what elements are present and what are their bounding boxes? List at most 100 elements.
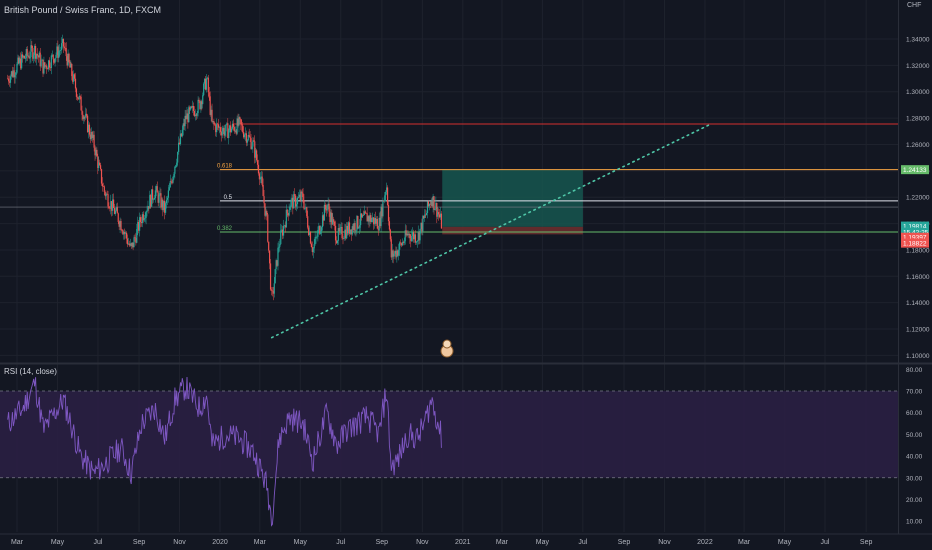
price-tick-label: 1.30000: [906, 89, 930, 96]
candle-body: [418, 231, 420, 241]
time-tick-label: 2020: [212, 539, 228, 546]
candle-body: [329, 211, 331, 223]
price-tick-label: 1.12000: [906, 327, 930, 334]
candle-body: [435, 202, 437, 210]
time-tick-label: Jul: [578, 539, 587, 546]
candle-body: [238, 117, 240, 126]
fib-level-label: 0.382: [217, 226, 233, 232]
candle-body: [388, 221, 391, 230]
candle-body: [278, 246, 280, 248]
candle-body: [262, 185, 264, 197]
candle-body: [201, 101, 203, 105]
candle-body: [438, 214, 441, 218]
candle-body: [57, 46, 59, 58]
candle-body: [267, 214, 269, 242]
candle-body: [27, 55, 29, 57]
candle-body: [93, 134, 95, 148]
candle-body: [413, 234, 416, 240]
trendline[interactable]: [270, 123, 712, 339]
candle-body: [438, 212, 440, 215]
time-tick-label: Jul: [336, 539, 345, 546]
candle-body: [151, 189, 154, 200]
candle-body: [320, 231, 322, 234]
candle-body: [290, 200, 292, 207]
stop-zone[interactable]: [442, 226, 583, 235]
candle-body: [217, 124, 220, 128]
candle-body: [313, 244, 315, 249]
candle-body: [308, 227, 310, 236]
candle-body: [148, 206, 150, 209]
candle-body: [291, 197, 293, 201]
candle-body: [339, 227, 341, 232]
candle-body: [341, 226, 343, 239]
candle-body: [333, 219, 335, 222]
candle-body: [163, 200, 165, 211]
candle-body: [160, 193, 162, 208]
candle-body: [153, 198, 156, 200]
time-tick-label: Mar: [254, 539, 267, 546]
candle-body: [365, 212, 367, 214]
candle-body: [350, 229, 352, 235]
candle-body: [204, 78, 206, 84]
candle-body: [85, 113, 87, 118]
candle-body: [271, 290, 274, 292]
candle-body: [106, 193, 108, 195]
candle-body: [240, 119, 242, 125]
price-tick-label: 1.26000: [906, 142, 930, 149]
candle-body: [129, 243, 131, 246]
candle-body: [309, 231, 312, 244]
symbol-title[interactable]: British Pound / Swiss Franc, 1D, FXCM: [4, 5, 162, 15]
rsi-pane: [0, 376, 898, 527]
candle-body: [279, 244, 281, 247]
candle-body: [99, 165, 102, 170]
trendline-path[interactable]: [270, 123, 712, 339]
candle-body: [312, 248, 314, 253]
candle-body: [199, 101, 201, 109]
candle-body: [197, 99, 199, 114]
profit-zone[interactable]: [442, 169, 583, 227]
price-tick-label: 1.28000: [906, 116, 930, 123]
candle-body: [380, 206, 382, 227]
rsi-title[interactable]: RSI (14, close): [4, 367, 57, 376]
candle-body: [378, 217, 380, 231]
candle-body: [412, 232, 414, 236]
rsi-tick-label: 80.00: [906, 367, 923, 374]
candle-body: [295, 204, 298, 207]
candle-body: [311, 247, 313, 253]
candle-body: [395, 250, 397, 258]
candle-body: [142, 214, 144, 221]
candle-body: [98, 162, 100, 168]
candle-body: [425, 213, 428, 216]
price-tag: [901, 221, 929, 231]
candle-body: [268, 241, 270, 251]
candle-body: [40, 60, 42, 67]
candle-body: [58, 50, 60, 58]
candle-body: [167, 190, 169, 198]
candle-body: [64, 47, 66, 49]
candle-body: [161, 199, 163, 208]
time-tick-label: Nov: [658, 539, 671, 546]
event-marker[interactable]: [440, 339, 454, 358]
candle-body: [396, 250, 398, 258]
candle-body: [368, 216, 370, 222]
candle-body: [125, 232, 127, 234]
time-tick-label: Sep: [860, 539, 873, 546]
candle-body: [266, 211, 268, 215]
candle-body: [307, 216, 309, 228]
candle-body: [231, 123, 234, 129]
candle-body: [193, 111, 195, 117]
price-tick-label: 1.34000: [906, 37, 930, 44]
candle-body: [256, 160, 259, 165]
rsi-line: [7, 376, 442, 527]
candle-body: [422, 216, 424, 232]
candle-body: [403, 241, 405, 244]
candle-body: [242, 125, 244, 132]
candle-body: [373, 217, 375, 225]
candle-body: [169, 181, 171, 188]
candle-body: [277, 247, 279, 266]
candle-body: [287, 213, 289, 216]
candle-body: [436, 202, 438, 217]
candle-body: [74, 78, 77, 89]
